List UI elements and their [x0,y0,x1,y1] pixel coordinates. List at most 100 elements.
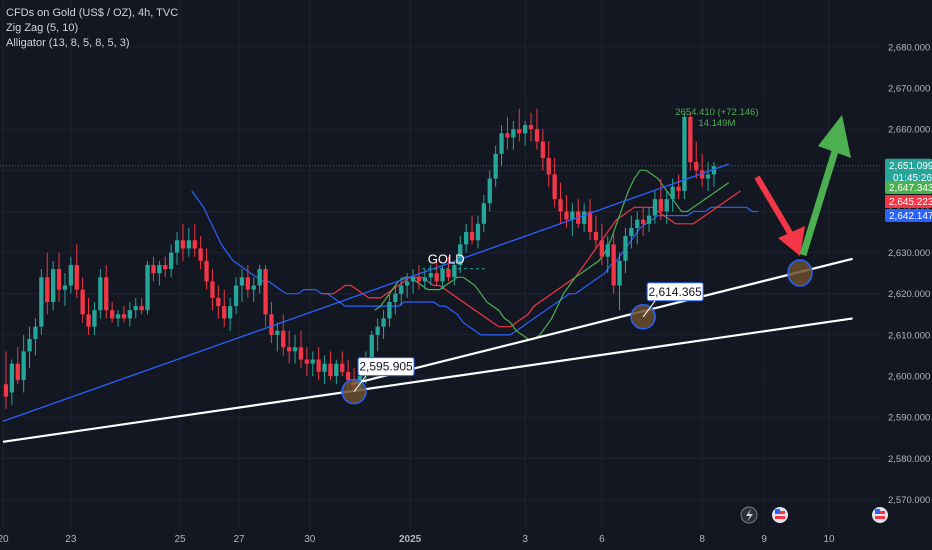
candle-body [605,244,610,257]
candle [582,203,587,233]
candle [151,256,156,282]
candle [688,112,693,171]
candle-body [39,277,44,327]
candle [410,269,416,294]
candle-body [104,277,109,311]
candle [499,125,504,167]
trendline [2,317,853,443]
candle [121,306,127,323]
candle [216,285,221,319]
x-tick-label: 10 [823,534,835,545]
candle [292,334,298,364]
candle-body [682,116,687,191]
candle-body [192,240,197,249]
y-tick-label: 2,590.000 [888,413,930,424]
candle [316,347,321,381]
candle-body [45,277,50,302]
candle [676,174,681,200]
candle-body [346,371,351,381]
candle-body [582,211,587,224]
candle [233,277,239,315]
candle [711,162,717,187]
candle [210,269,215,311]
candle [3,351,9,409]
pivot-annotation-leader [642,300,656,318]
price-tag-label: 2,642.147 [889,211,932,222]
candle [192,223,197,257]
bearish-arrow-head [778,226,805,256]
candle-body [74,264,79,290]
candle [340,351,345,377]
candle [222,289,227,327]
event-icons [740,506,888,524]
candle-body [145,264,150,311]
candle [304,347,309,377]
candle-body [599,240,604,257]
candle-body [428,273,433,278]
candle-body [334,363,339,377]
candle-body [481,203,486,224]
x-tick-label: 23 [65,534,77,545]
candle [599,223,604,265]
candle [281,314,286,356]
candle-body [434,273,439,282]
candle [682,112,687,200]
candle [399,277,404,307]
price-tag: 2,645.223 [885,195,932,208]
candle-body [340,363,345,372]
candle-body [688,116,693,163]
legend-zigzag[interactable]: Zig Zag (5, 10) [6,22,79,34]
candle [98,269,103,319]
candle [15,347,20,385]
pivot-annotation-label: 2,595.905 [359,360,413,374]
candle [133,297,138,319]
candle [393,285,398,315]
candle [9,359,14,405]
pivot-annotation-label: 2,614.365 [648,285,702,299]
x-tick-label: 9 [761,534,767,545]
candle [74,244,79,298]
candle [127,301,132,327]
flag-icon-stripe [875,516,885,519]
candle [39,269,44,335]
candle-body [570,211,575,220]
candle [257,264,262,294]
x-tick-label: 2025 [399,534,422,545]
candle-body [127,310,132,319]
candle [664,190,669,224]
candle [416,264,422,290]
candle [635,211,640,245]
candle-body [658,199,663,212]
y-tick-label: 2,660.000 [888,125,930,136]
candle [558,182,563,224]
candle-body [163,264,168,270]
candle-body [233,285,239,307]
candle-body [458,244,463,265]
candle [434,260,439,286]
price-tag: 2,642.147 [885,209,932,222]
candle-body [9,363,14,393]
y-tick-label: 2,630.000 [888,248,930,259]
x-axis: 20 23 25 27 30 2025 3 6 8 9 10 [0,534,835,545]
candle-body [611,244,616,286]
candle [694,141,699,179]
legend-symbol[interactable]: CFDs on Gold (US$ / OZ), 4h, TVC [6,7,179,19]
candle [228,297,233,331]
candle [104,264,109,319]
candle [475,215,481,249]
candle [163,256,168,278]
bearish-arrow-shaft [754,175,796,240]
legend-alligator[interactable]: Alligator (13, 8, 5, 8, 5, 3) [6,37,130,49]
candle-body [475,223,481,241]
y-axis: 2,680.0002,670.0002,660.0002,650.0002,64… [888,42,930,506]
bullish-arrow-shaft [799,146,840,257]
x-tick-label: 3 [522,534,528,545]
candle [564,195,569,228]
candle-body [405,281,410,286]
price-tag-box [885,181,932,194]
candle [605,236,610,274]
candle-body [593,232,599,241]
